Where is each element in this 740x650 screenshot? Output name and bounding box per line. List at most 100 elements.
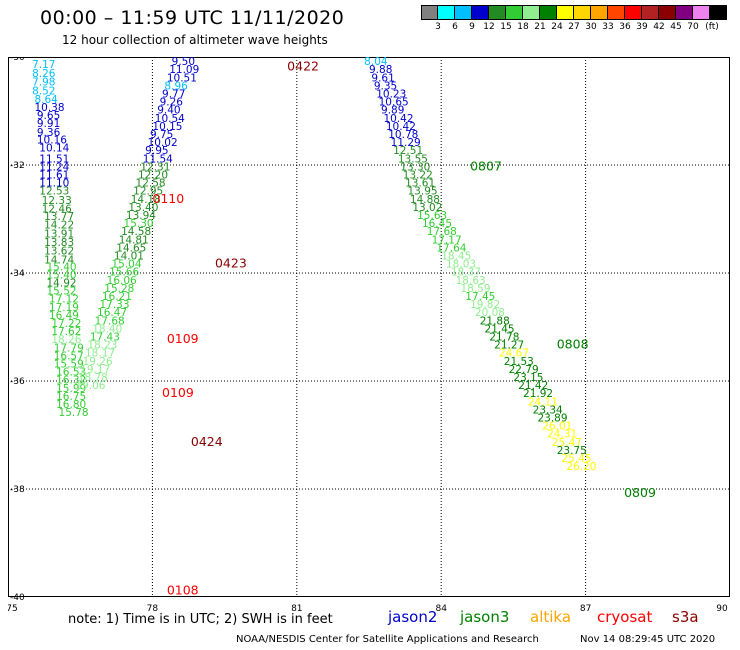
- wave-height-value: 15.99: [56, 383, 86, 395]
- pass-time-label: 0109: [167, 331, 199, 346]
- wave-height-value: 24.11: [528, 396, 558, 408]
- wave-height-value: 10.51: [167, 72, 197, 84]
- wave-height-value: 9.91: [37, 118, 60, 130]
- wave-height-value: 17.17: [432, 234, 462, 246]
- wave-height-value: 12.51: [393, 145, 423, 157]
- wave-height-value: 13.94: [126, 210, 156, 222]
- wave-height-value: 16.21: [102, 291, 132, 303]
- wave-height-value: 17.33: [99, 299, 129, 311]
- wave-height-value: 9.75: [150, 129, 173, 141]
- wave-height-value: 12.46: [42, 204, 72, 216]
- x-tick-label: 84: [435, 604, 447, 614]
- legend-label: 21: [534, 22, 546, 32]
- wave-height-value: 15.40: [47, 261, 77, 273]
- legend-swatch: [642, 5, 659, 20]
- legend-label: 30: [585, 22, 597, 32]
- wave-height-value: 16.45: [422, 218, 452, 230]
- wave-height-value: 17.45: [465, 291, 495, 303]
- wave-height-value: 12.31: [140, 161, 170, 173]
- wave-height-value: 21.88: [480, 315, 510, 327]
- wave-height-value: 9.95: [145, 145, 168, 157]
- wave-height-value: 18.26: [51, 334, 81, 346]
- wave-height-value: 18.78: [78, 372, 108, 384]
- legend-swatch: [574, 5, 591, 20]
- wave-height-value: 15.66: [109, 267, 139, 279]
- pass-time-label: 0110: [152, 191, 184, 206]
- wave-height-value: 8.52: [32, 85, 55, 97]
- pass-time-label: 0809: [624, 485, 656, 500]
- wave-height-value: 21.42: [518, 380, 548, 392]
- wave-height-value: 9.35: [374, 80, 397, 92]
- wave-height-value: 18.03: [446, 259, 476, 271]
- wave-height-value: 9.61: [371, 72, 394, 84]
- wave-height-value: 23.15: [513, 372, 543, 384]
- wave-height-value: 18.40: [92, 323, 122, 335]
- wave-height-value: 13.91: [44, 228, 74, 240]
- wave-height-value: 12.53: [39, 186, 69, 198]
- wave-height-value: 21.78: [489, 332, 519, 344]
- wave-height-value: 14.58: [121, 226, 151, 238]
- legend-label: 18: [517, 22, 529, 32]
- wave-height-value: 14.18: [131, 194, 161, 206]
- wave-height-value: 13.77: [44, 211, 74, 223]
- wave-height-value: 7.98: [32, 77, 55, 89]
- wave-height-value: 17.43: [90, 332, 120, 344]
- legend-swatch: [540, 5, 557, 20]
- pass-time-label: 0808: [557, 337, 589, 352]
- legend-swatch: [608, 5, 625, 20]
- pass-time-label: 0424: [191, 434, 223, 449]
- wave-height-value: 17.68: [427, 226, 457, 238]
- wave-height-value: 24.67: [499, 348, 529, 360]
- wave-height-value: 18.37: [451, 267, 481, 279]
- wave-height-value: 7.17: [32, 59, 55, 71]
- wave-height-value: 17.62: [51, 326, 81, 338]
- legend-swatch: [676, 5, 693, 20]
- wave-height-value: 25.47: [552, 437, 582, 449]
- wave-height-value: 13.83: [44, 237, 74, 249]
- wave-height-value: 9.40: [157, 105, 180, 117]
- wave-height-value: 18.45: [441, 251, 471, 263]
- wave-height-value: 15.78: [59, 407, 89, 419]
- wave-height-value: 16.47: [97, 307, 127, 319]
- wave-height-value: 24.31: [547, 429, 577, 441]
- legend-swatch: [455, 5, 472, 20]
- wave-height-value: 10.65: [379, 97, 409, 109]
- wave-height-value: 15.28: [104, 283, 134, 295]
- legend-swatch: [421, 5, 438, 20]
- wave-height-value: 14.81: [119, 234, 149, 246]
- legend-swatch: [489, 5, 506, 20]
- wave-height-value: 20.08: [475, 307, 505, 319]
- pass-time-label: 0807: [470, 158, 502, 173]
- wave-height-value: 9.89: [381, 105, 404, 117]
- wave-height-value: 15.30: [124, 218, 154, 230]
- wave-height-value: 13.30: [400, 161, 430, 173]
- legend-label: 15: [500, 22, 512, 32]
- wave-height-value: 17.64: [436, 242, 466, 254]
- wave-height-value: 14.88: [410, 194, 440, 206]
- pass-time-label: 0109: [162, 385, 194, 400]
- wave-height-value: 9.36: [37, 127, 61, 139]
- wave-height-value: 11.09: [169, 64, 199, 76]
- wave-height-map: 75 78 81 84 87 90-30-32-34-36-38-407.178.267.…: [8, 57, 730, 614]
- legend-swatch: [472, 5, 489, 20]
- wave-height-value: 18.17: [85, 348, 115, 360]
- wave-height-value: 12.20: [138, 170, 168, 182]
- legend-swatch: [693, 5, 710, 20]
- legend-label: 42: [653, 22, 665, 32]
- legend-swatch: [659, 5, 676, 20]
- wave-height-value: 15.63: [417, 210, 447, 222]
- wave-height-value: 15.40: [47, 269, 77, 281]
- x-tick-label: 75: [8, 604, 18, 614]
- legend-label: 12: [483, 22, 495, 32]
- wave-height-value: 11.54: [143, 153, 173, 165]
- wave-height-value: 23.75: [557, 445, 587, 457]
- y-tick-label: -32: [10, 161, 25, 171]
- wave-height-value: 8.72: [174, 57, 197, 60]
- chart-title: 00:00 – 11:59 UTC 11/11/2020: [40, 7, 345, 29]
- wave-height-value: 10.42: [383, 113, 413, 125]
- y-tick-label: -40: [10, 593, 25, 603]
- wave-height-value: 10.78: [388, 129, 418, 141]
- wave-height-value: 14.74: [44, 254, 74, 266]
- wave-height-value: 9.65: [37, 110, 60, 122]
- wave-height-value: 13.22: [403, 170, 433, 182]
